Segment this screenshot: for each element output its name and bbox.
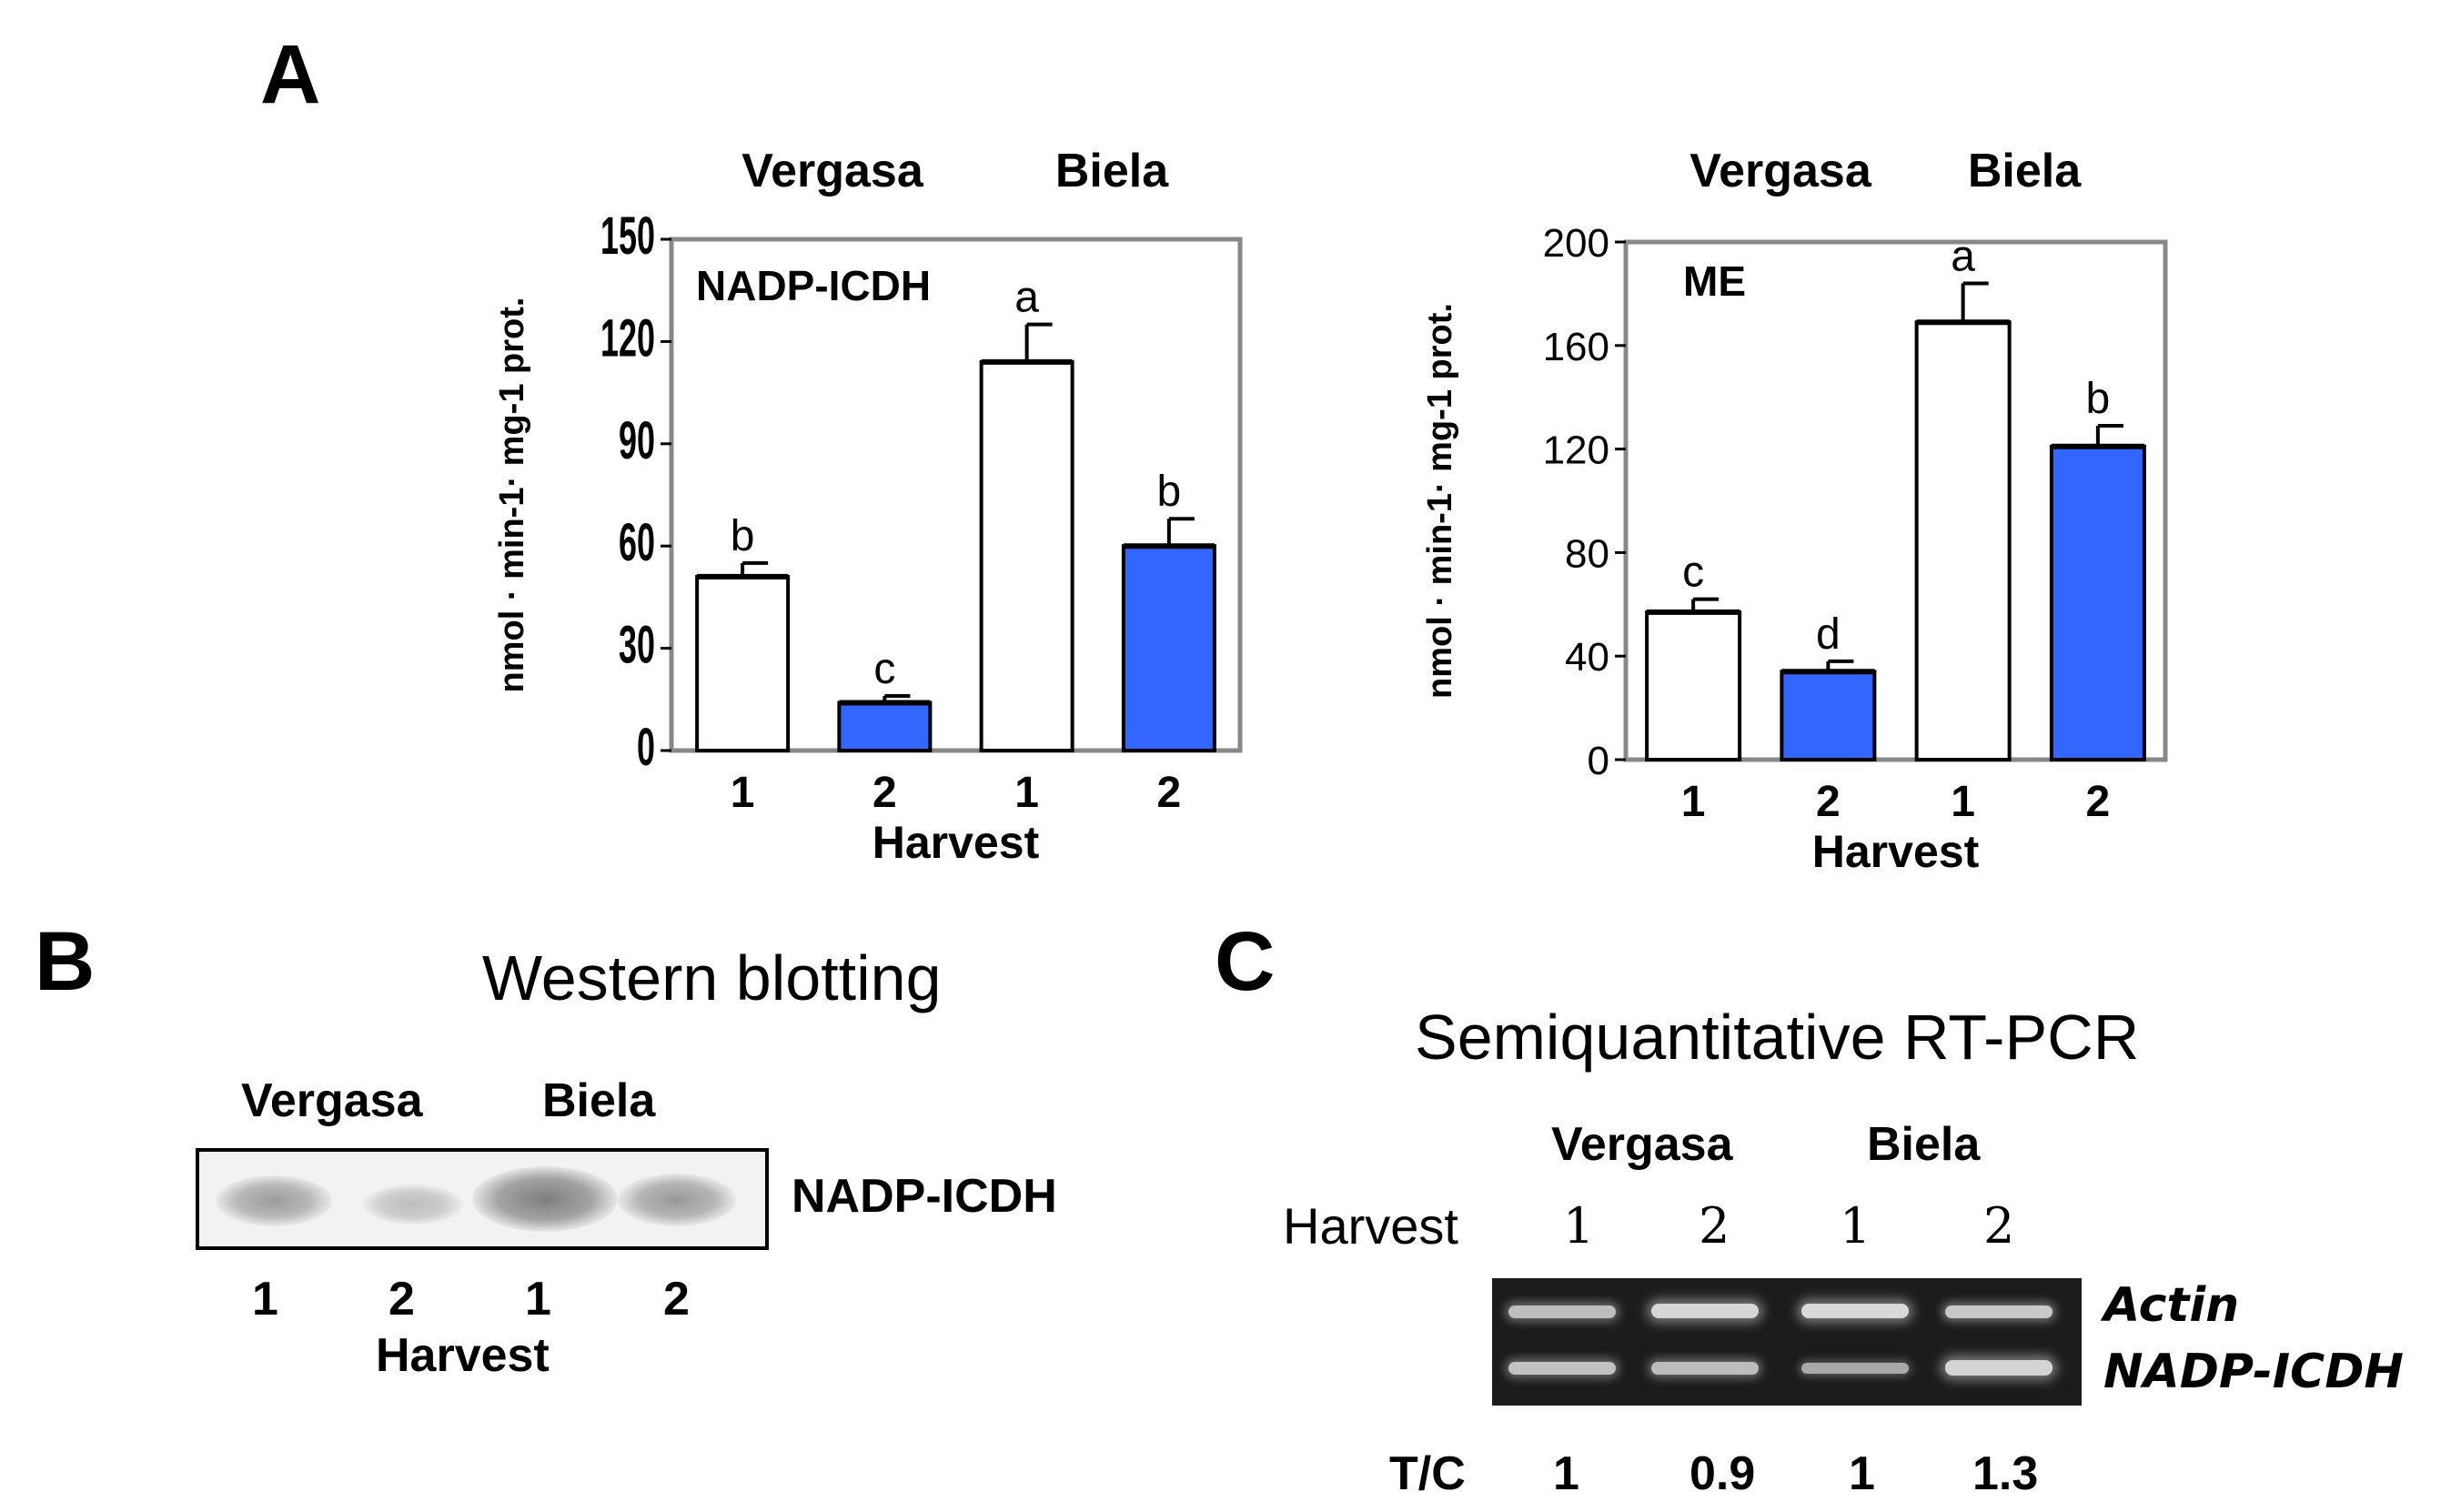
significance-letter: a — [1014, 274, 1039, 322]
group-label: Vergasa — [1690, 145, 1872, 197]
rtpcr-tc-value-4: 1.3 — [1972, 1447, 2039, 1500]
bar — [2049, 444, 2146, 761]
y-axis-label: nmol · min-1· mg-1 prot. — [493, 297, 531, 693]
bar — [1780, 670, 1877, 762]
y-tick-label: 0 — [637, 718, 655, 777]
rtpcr-lane-4: 2 — [1983, 1197, 2015, 1255]
category-label: 1 — [1951, 778, 1975, 826]
y-axis-label: nmol · min-1· mg-1 prot. — [1421, 303, 1459, 699]
rtpcr-lane-3: 1 — [1840, 1197, 1871, 1255]
western-band-1 — [216, 1175, 332, 1226]
gel-band-icdh-4 — [1945, 1360, 2053, 1376]
rtpcr-gene-actin: Actin — [2103, 1278, 2240, 1333]
category-label: 1 — [1014, 769, 1039, 817]
significance-letter: c — [873, 645, 895, 693]
bar — [695, 574, 791, 752]
category-label: 2 — [2086, 778, 2111, 826]
significance-letter: a — [1951, 233, 1975, 281]
bar — [837, 701, 933, 753]
y-tick-label: 90 — [619, 411, 655, 470]
rtpcr-harvest-label: Harvest — [1283, 1197, 1458, 1255]
y-tick-label: 150 — [600, 207, 655, 266]
bar — [1645, 610, 1742, 762]
y-tick-label: 200 — [1543, 221, 1609, 266]
bar — [1121, 544, 1216, 753]
bar — [1914, 320, 2012, 761]
gel-band-actin-3 — [1801, 1304, 1909, 1318]
group-label: Biela — [1055, 145, 1169, 197]
y-tick-label: 30 — [619, 616, 655, 675]
gel-band-actin-4 — [1945, 1305, 2053, 1318]
western-title: Western blotting — [482, 942, 942, 1013]
y-tick-label: 60 — [619, 514, 655, 573]
y-tick-label: 120 — [600, 309, 655, 368]
significance-letter: c — [1682, 549, 1704, 597]
rtpcr-tc-value-3: 1 — [1849, 1447, 1875, 1500]
rtpcr-lane-1: 1 — [1563, 1197, 1595, 1255]
y-tick-label: 160 — [1543, 325, 1609, 369]
gel-band-actin-2 — [1651, 1304, 1759, 1318]
gel-band-actin-1 — [1508, 1305, 1616, 1318]
rtpcr-gene-nadp-icdh: NADP-ICDH — [2103, 1345, 2404, 1399]
western-band-4 — [618, 1174, 736, 1226]
rtpcr-group-vergasa: Vergasa — [1551, 1118, 1733, 1171]
chart-title: NADP-ICDH — [696, 262, 931, 309]
western-lane-3: 1 — [525, 1273, 551, 1326]
category-label: 2 — [1157, 769, 1182, 817]
rtpcr-tc-label: T/C — [1389, 1447, 1466, 1500]
category-label: 1 — [1681, 778, 1706, 826]
western-band-2 — [363, 1184, 463, 1225]
significance-letter: b — [731, 512, 755, 560]
group-label: Vergasa — [741, 145, 924, 197]
gel-band-icdh-2 — [1651, 1362, 1759, 1375]
bar — [979, 359, 1074, 752]
rtpcr-group-biela: Biela — [1867, 1118, 1981, 1171]
y-tick-label: 80 — [1565, 531, 1609, 576]
western-xlabel: Harvest — [376, 1329, 550, 1382]
category-label: 2 — [1816, 778, 1841, 826]
western-group-vergasa: Vergasa — [241, 1074, 423, 1127]
western-band-3 — [472, 1166, 618, 1232]
significance-letter: b — [1157, 468, 1182, 516]
western-group-biela: Biela — [542, 1074, 656, 1127]
panel-a-label: A — [260, 28, 321, 121]
y-tick-label: 0 — [1588, 739, 1609, 783]
gel-band-icdh-3 — [1801, 1363, 1909, 1374]
western-blot-membrane — [196, 1148, 769, 1250]
rtpcr-gel — [1492, 1278, 2082, 1406]
rtpcr-tc-value-2: 0.9 — [1690, 1447, 1756, 1500]
x-axis-label: Harvest — [873, 817, 1040, 868]
western-lane-2: 2 — [388, 1273, 415, 1326]
rtpcr-title: Semiquantitative RT-PCR — [1415, 1002, 2140, 1073]
rtpcr-lane-2: 2 — [1699, 1197, 1730, 1255]
chart-title: ME — [1683, 257, 1746, 305]
category-label: 2 — [873, 769, 897, 817]
rtpcr-tc-value-1: 1 — [1553, 1447, 1579, 1500]
y-tick-label: 120 — [1543, 428, 1609, 473]
western-lane-1: 1 — [252, 1273, 278, 1326]
y-tick-label: 40 — [1565, 635, 1609, 680]
western-lane-4: 2 — [663, 1273, 690, 1326]
significance-letter: b — [2086, 375, 2111, 423]
x-axis-label: Harvest — [1812, 826, 1980, 877]
category-label: 1 — [731, 769, 755, 817]
me-chart: 0 40 80 120 160 200 nmol · min-1· mg-1 prot. ME… — [1421, 145, 2168, 877]
panel-b-label: B — [35, 915, 96, 1008]
nadp-icdh-chart: 0 30 60 90 120 150 nmol · min-1· mg-1 prot. NAD… — [493, 145, 1243, 868]
panel-c-label: C — [1215, 915, 1276, 1008]
group-label: Biela — [1968, 145, 2082, 197]
western-band-label: NADP-ICDH — [792, 1170, 1057, 1223]
plot-frame — [1623, 239, 2168, 762]
plot-frame — [669, 237, 1243, 753]
gel-band-icdh-1 — [1508, 1362, 1616, 1375]
significance-letter: d — [1816, 610, 1841, 659]
